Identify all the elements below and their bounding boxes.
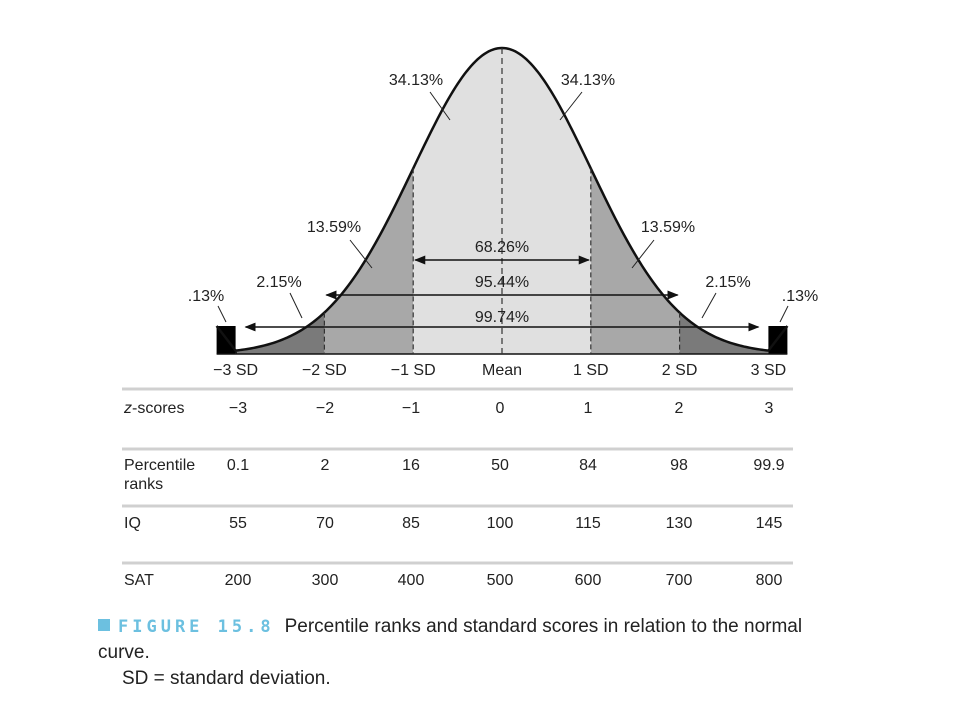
percentage-spans: 68.26% 95.44% 99.74% [244, 239, 760, 332]
area-label-mid-right: 13.59% [641, 219, 695, 236]
region-outer-right [679, 312, 769, 354]
table-cell: 70 [316, 515, 334, 532]
figure-label: FIGURE 15.8 [118, 617, 275, 637]
leader-line [701, 292, 717, 319]
leader-line [349, 239, 373, 269]
table-cell: 115 [575, 515, 601, 532]
row-label-rest: -scores [132, 400, 184, 417]
table-cell: 100 [487, 515, 514, 532]
table-cell: 200 [225, 572, 252, 589]
sd-tick-label: Mean [482, 362, 522, 379]
table-cell: 600 [575, 572, 602, 589]
area-label-outer-right: 2.15% [705, 274, 750, 291]
span-label: 95.44% [475, 274, 529, 291]
table-cell: −3 [229, 400, 247, 417]
sd-tick-label: −3 SD [213, 362, 258, 379]
area-label-outer-left: 2.15% [256, 274, 301, 291]
leader-line [779, 305, 789, 323]
table-cell: 98 [670, 457, 688, 474]
table-cell: 3 [765, 400, 774, 417]
table-cell: 800 [756, 572, 783, 589]
table-cell: 500 [487, 572, 514, 589]
table-cell: 99.9 [753, 457, 784, 474]
table-cell: 2 [321, 457, 330, 474]
score-table: z-scores −3 −2 −1 0 1 2 3 Percentile ranks 0.1 2 16 5… [122, 387, 793, 589]
span-label: 99.74% [475, 309, 529, 326]
sd-tick-label: −1 SD [391, 362, 436, 379]
area-label-mid-left: 13.59% [307, 219, 361, 236]
table-cell: 84 [579, 457, 597, 474]
sd-tick-label: 2 SD [662, 362, 698, 379]
table-cell: −1 [402, 400, 420, 417]
caption-marker-icon [98, 619, 110, 631]
table-cell: 300 [312, 572, 339, 589]
table-cell: 0.1 [227, 457, 249, 474]
area-label-center-right: 34.13% [561, 72, 615, 89]
sd-tick-label: −2 SD [302, 362, 347, 379]
area-label-center-left: 34.13% [389, 72, 443, 89]
table-cell: 50 [491, 457, 509, 474]
table-cell: 700 [666, 572, 693, 589]
area-labels: 34.13% 34.13% 13.59% 13.59% 2.15% 2.15% .13% .1… [188, 72, 818, 323]
figure-caption: FIGURE 15.8 Percentile ranks and standard… [98, 614, 858, 692]
table-cell: 400 [398, 572, 425, 589]
row-label: Percentile [124, 457, 195, 474]
sd-tick-label: 1 SD [573, 362, 609, 379]
table-cell: 85 [402, 515, 420, 532]
area-label-tail-left: .13% [188, 288, 224, 305]
table-cell: 55 [229, 515, 247, 532]
table-cell: 145 [756, 515, 783, 532]
table-cell: 0 [496, 400, 505, 417]
row-label-italic: z [123, 400, 132, 417]
row-label-line2: ranks [124, 476, 163, 493]
region-outer-left [235, 312, 325, 354]
table-cell: −2 [316, 400, 334, 417]
row-label: z-scores [123, 400, 184, 417]
leader-line [289, 292, 303, 319]
row-label: SAT [124, 572, 154, 589]
leader-line [631, 239, 655, 269]
sd-tick-label: 3 SD [751, 362, 787, 379]
leader-line [559, 91, 583, 121]
leader-line [429, 91, 451, 121]
table-cell: 130 [666, 515, 693, 532]
span-label: 68.26% [475, 239, 529, 256]
curve-line [215, 46, 789, 355]
table-cell: 1 [584, 400, 593, 417]
caption-text: Percentile ranks and standard scores in … [98, 616, 803, 663]
sd-axis-labels: −3 SD −2 SD −1 SD Mean 1 SD 2 SD 3 SD [213, 362, 786, 379]
table-cell: 2 [675, 400, 684, 417]
area-label-tail-right: .13% [782, 288, 818, 305]
caption-text-2: SD = standard deviation. [122, 668, 331, 689]
row-label: IQ [124, 515, 141, 532]
leader-line [217, 305, 227, 323]
table-cell: 16 [402, 457, 420, 474]
